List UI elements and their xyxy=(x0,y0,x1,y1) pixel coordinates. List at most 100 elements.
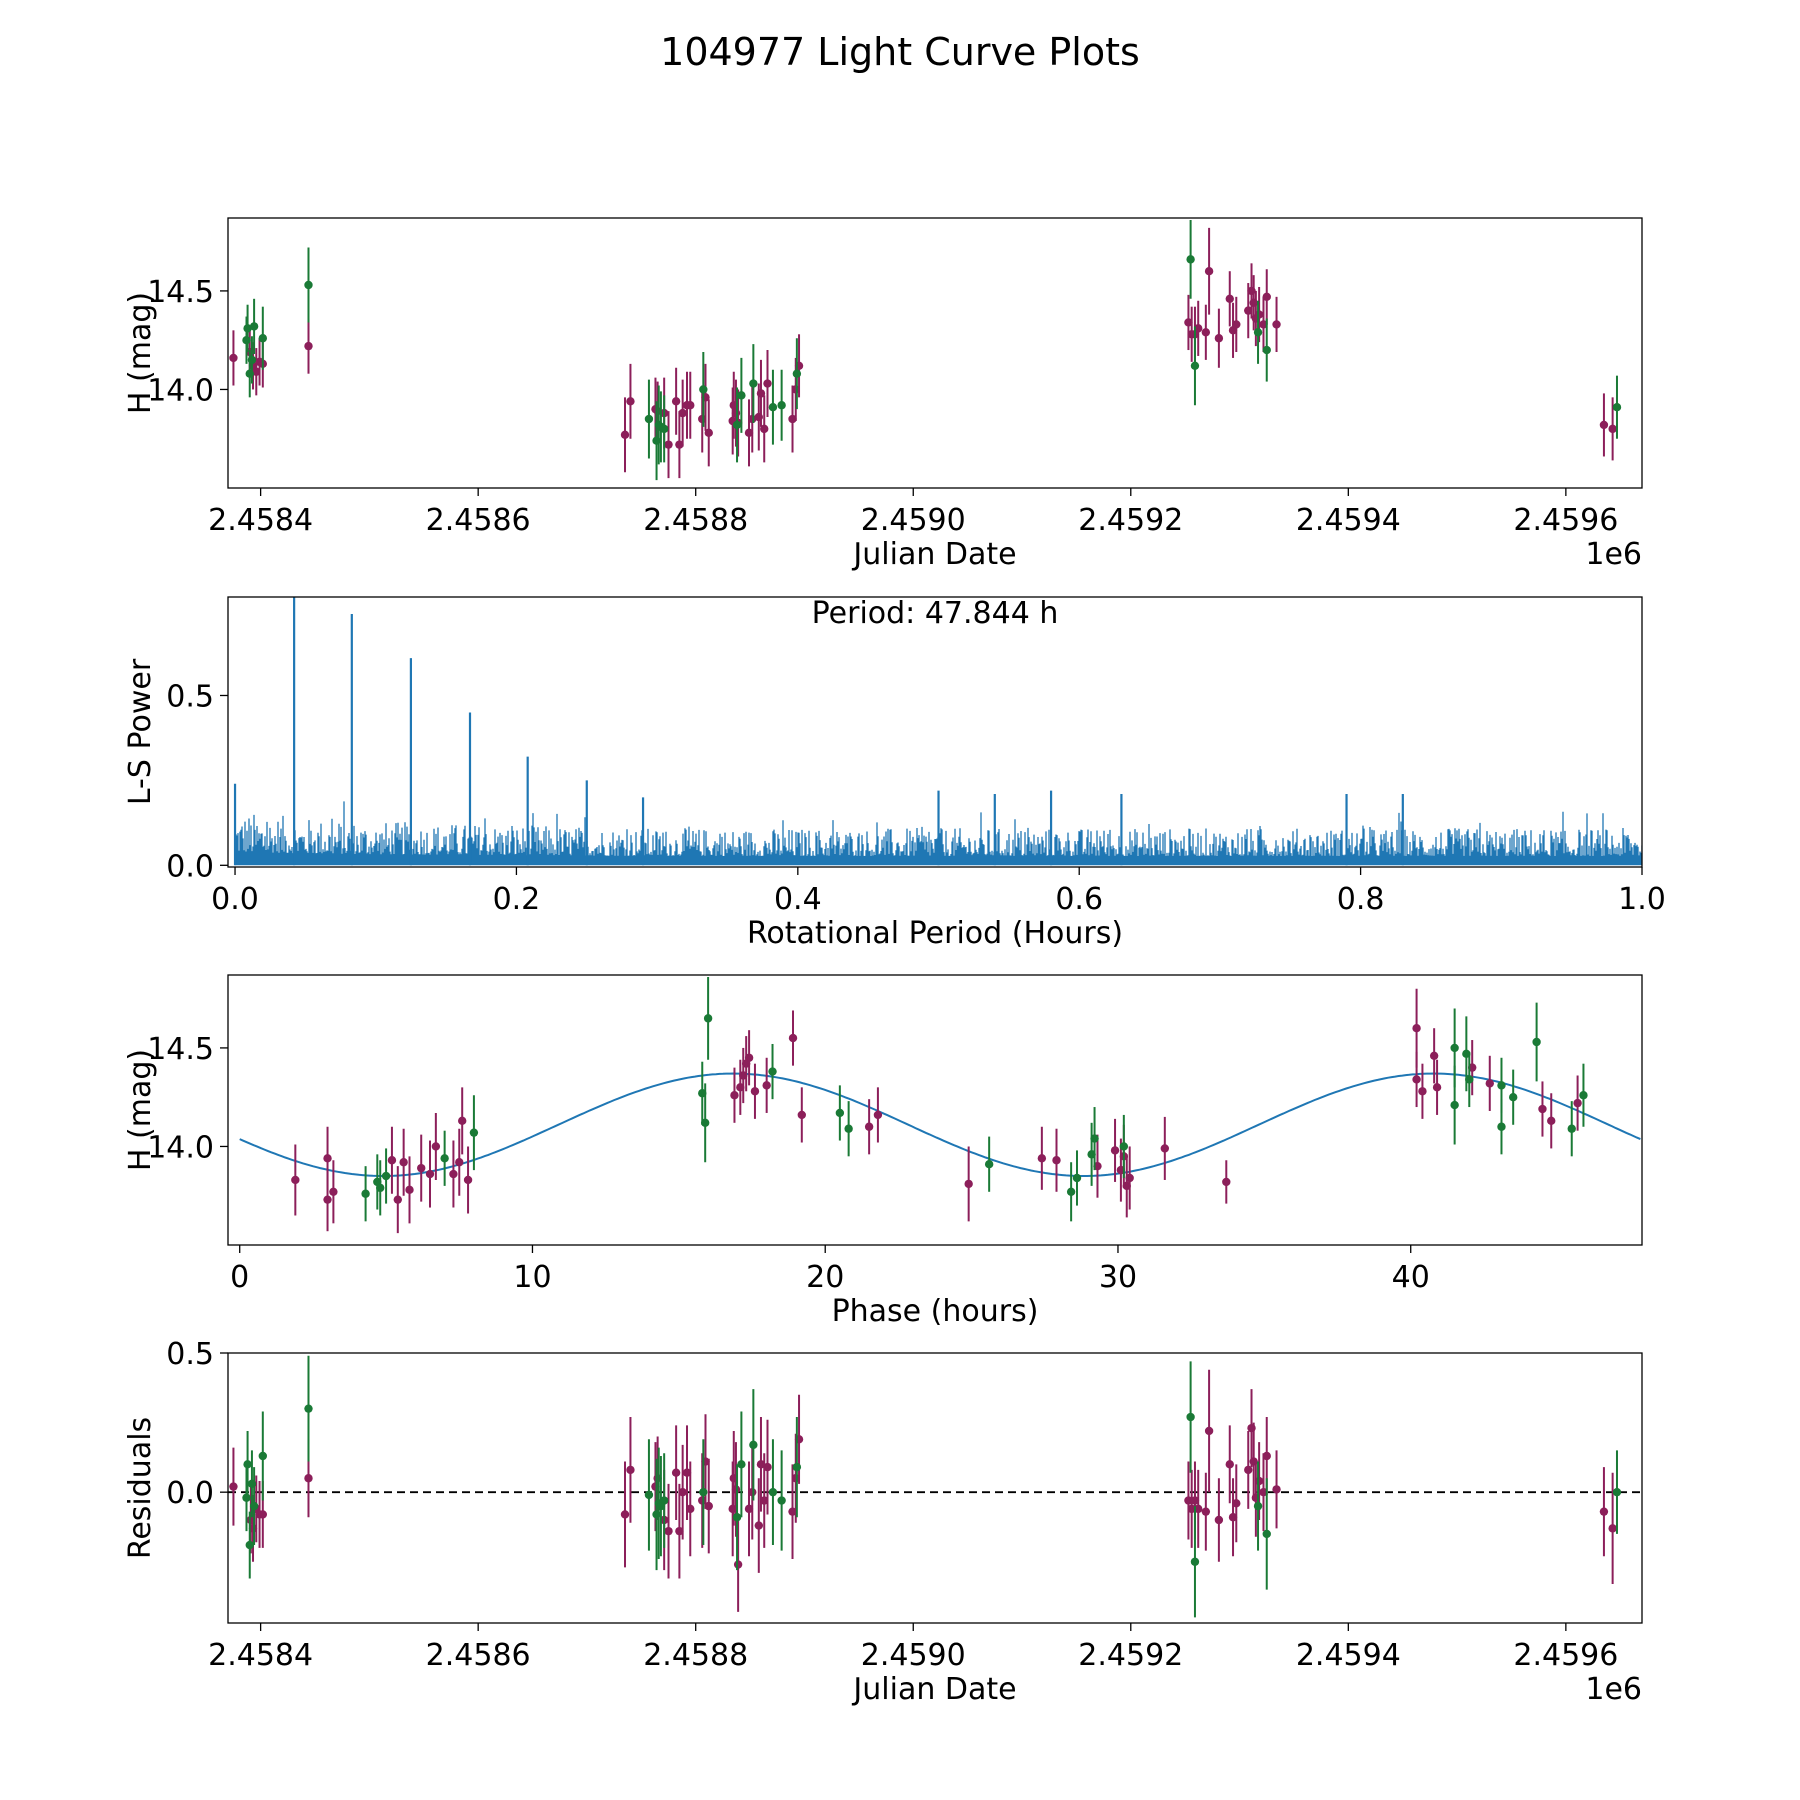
residuals-data-point xyxy=(1186,1412,1195,1422)
phased-data-point xyxy=(744,1053,754,1062)
lightcurve-data-point xyxy=(675,440,684,449)
lightcurve-data-point xyxy=(749,379,758,388)
phased-data-point xyxy=(449,1169,458,1179)
phased-data-point xyxy=(1222,1177,1231,1187)
residuals-data-point xyxy=(1184,1496,1193,1505)
phased-data-point xyxy=(1090,1134,1099,1143)
phased-data-point xyxy=(458,1116,467,1126)
phased-data-point xyxy=(361,1189,370,1198)
residuals-series-purple xyxy=(229,1369,1617,1612)
residuals-data-point xyxy=(791,1474,800,1483)
x-tick-label: 20 xyxy=(806,1260,844,1295)
y-tick-label: 14.5 xyxy=(147,275,214,310)
lightcurve-data-point xyxy=(653,406,662,416)
residuals-data-point xyxy=(1253,1501,1263,1511)
figure-title: 104977 Light Curve Plots xyxy=(660,30,1140,74)
residuals-data-point xyxy=(1262,1529,1271,1539)
phased-data-point xyxy=(1497,1122,1506,1131)
y-tick-label: 14.0 xyxy=(147,1130,214,1165)
phased-data-point xyxy=(1160,1144,1170,1153)
y-axis-label: H (mag) xyxy=(123,292,158,414)
residuals-data-point xyxy=(756,1460,766,1469)
phased-data-point xyxy=(455,1158,464,1167)
phased-data-point xyxy=(469,1128,479,1137)
phased-data-point xyxy=(1110,1146,1120,1155)
lightcurve-data-point xyxy=(699,385,708,394)
x-tick-label: 0.0 xyxy=(211,882,259,917)
phased-axes-frame xyxy=(227,974,1643,1246)
phased-data-point xyxy=(387,1156,397,1165)
lightcurve-data-point xyxy=(792,369,802,378)
phased-data-point xyxy=(291,1175,300,1185)
residuals-data-point xyxy=(1187,1504,1196,1514)
residuals-data-point xyxy=(626,1465,635,1475)
lightcurve-data-point xyxy=(252,367,261,376)
residuals-data-point xyxy=(744,1504,754,1514)
panels: 2.4584 2.4586 2.4588 2.4590 2.4592 2.4594 2.45… xyxy=(123,217,1666,1707)
phased-data-point xyxy=(1465,1075,1474,1084)
phased-data-point xyxy=(1573,1098,1582,1108)
lightcurve-data-point xyxy=(1612,402,1622,412)
lightcurve-data-point xyxy=(678,408,687,418)
residuals-data-point xyxy=(748,1487,757,1497)
phased-data-point xyxy=(1429,1051,1439,1061)
residuals-data-point xyxy=(678,1487,687,1497)
y-axis-label: L-S Power xyxy=(123,658,158,805)
lightcurve-data-point xyxy=(1599,420,1609,430)
phased-data-point xyxy=(329,1187,338,1196)
residuals-data-point xyxy=(777,1496,786,1505)
lightcurve-axes-frame xyxy=(227,217,1643,489)
lightcurve-data-point xyxy=(229,353,238,363)
phased-data-point xyxy=(762,1081,771,1090)
x-tick-label: 2.4586 xyxy=(426,503,531,538)
residuals-axes-frame xyxy=(227,1352,1643,1624)
x-tick-label: 30 xyxy=(1099,1260,1137,1295)
lightcurve-data-point xyxy=(1225,294,1234,304)
residuals-data-point xyxy=(1259,1487,1268,1497)
phased-data-point xyxy=(984,1159,994,1169)
phased-data-point xyxy=(873,1110,883,1120)
residuals-data-point xyxy=(659,1496,669,1505)
residuals-data-point xyxy=(644,1490,654,1500)
residuals-data-point xyxy=(229,1482,238,1491)
phased-data-point xyxy=(750,1087,760,1096)
lightcurve-data-point xyxy=(686,401,695,410)
phased-data-point xyxy=(1538,1104,1547,1114)
lightcurve-data-point xyxy=(304,341,313,351)
phased-data-point xyxy=(417,1163,426,1173)
x-tick-label: 2.4584 xyxy=(208,1638,313,1673)
phased-data-point xyxy=(323,1154,332,1163)
residuals-data-point xyxy=(732,1513,742,1522)
x-tick-label: 2.4596 xyxy=(1513,503,1618,538)
x-tick-label: 2.4594 xyxy=(1296,503,1401,538)
phased-data-point xyxy=(1418,1087,1427,1096)
lightcurve-data-point xyxy=(1259,320,1268,329)
lightcurve-data-point xyxy=(777,401,786,410)
residuals-panel: 2.4584 2.4586 2.4588 2.4590 2.4592 2.4594 2.45… xyxy=(123,1337,1643,1707)
x-tick-label: 2.4590 xyxy=(861,1638,966,1673)
residuals-plot-area xyxy=(228,1355,1642,1618)
x-tick-label: 2.4594 xyxy=(1296,1638,1401,1673)
phased-data-point xyxy=(703,1014,713,1023)
residuals-data-point xyxy=(704,1501,713,1511)
x-tick-label: 0.2 xyxy=(493,882,541,917)
residuals-data-point xyxy=(1272,1485,1281,1494)
lightcurve-data-point xyxy=(243,324,252,333)
residuals-data-point xyxy=(686,1504,695,1514)
y-axis-label: Residuals xyxy=(123,1417,158,1559)
x-tick-label: 2.4588 xyxy=(643,503,748,538)
lightcurve-series-green xyxy=(242,219,1622,481)
phased-data-point xyxy=(1066,1187,1076,1196)
phased-data-point xyxy=(425,1169,435,1179)
phased-data-point xyxy=(431,1142,441,1151)
lightcurve-data-point xyxy=(737,391,746,400)
lightcurve-data-point xyxy=(1262,292,1271,302)
residuals-data-point xyxy=(671,1468,681,1477)
x-tick-label: 40 xyxy=(1392,1260,1430,1295)
lightcurve-data-point xyxy=(247,355,257,365)
residuals-data-point xyxy=(792,1462,802,1472)
phased-data-point xyxy=(964,1179,973,1189)
lightcurve-plot-area xyxy=(229,219,1622,481)
phased-data-point xyxy=(440,1154,449,1163)
x-tick-label: 1.0 xyxy=(1618,882,1666,917)
